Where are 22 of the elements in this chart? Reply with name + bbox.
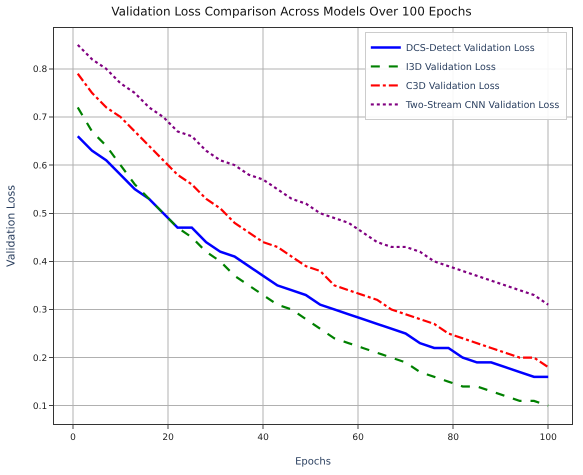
y-tick-label: 0.4 (32, 258, 48, 268)
y-axis-title: Validation Loss (4, 184, 18, 267)
line-series (76, 135, 550, 378)
x-tick-label: 40 (257, 432, 270, 443)
y-tick-label: 0.5 (32, 209, 48, 220)
y-tick-label: 0.1 (32, 402, 48, 412)
x-tick-label: 0 (70, 432, 76, 443)
y-tick-label: 0.7 (32, 113, 48, 124)
y-tick-label: 0.6 (32, 161, 48, 172)
x-axis-title: Epochs (295, 456, 331, 468)
y-tick-label: 0.3 (32, 306, 48, 316)
y-tick-label: 0.2 (32, 354, 48, 364)
legend-label: DCS-Detect Validation Loss (406, 43, 535, 54)
legend-label: C3D Validation Loss (406, 81, 500, 92)
y-tick-label: 0.8 (32, 65, 48, 76)
legend-label: Two-Stream CNN Validation Loss (404, 100, 560, 112)
legend-label: I3D Validation Loss (406, 62, 496, 74)
chart-title: Validation Loss Comparison Across Models Over 100 Epochs (111, 4, 472, 19)
x-tick-label: 100 (540, 432, 558, 443)
x-tick-label: 80 (447, 432, 460, 443)
x-tick-label: 60 (352, 432, 364, 443)
x-tick-label: 20 (162, 432, 174, 443)
